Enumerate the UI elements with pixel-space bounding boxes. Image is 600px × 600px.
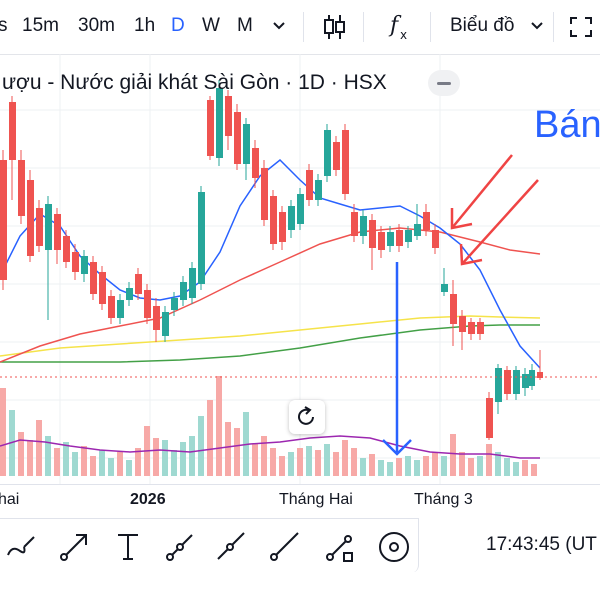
interval-w[interactable]: W bbox=[202, 15, 220, 36]
time-label: hai bbox=[0, 491, 20, 508]
time-label: Tháng Hai bbox=[279, 491, 353, 508]
target-icon[interactable] bbox=[376, 529, 412, 565]
volume-bars bbox=[0, 376, 537, 476]
time-label-year: 2026 bbox=[130, 491, 166, 508]
price-chart[interactable] bbox=[0, 54, 600, 484]
volume-ma-line bbox=[0, 435, 540, 459]
reset-icon bbox=[298, 406, 314, 425]
blue-down-arrow bbox=[382, 262, 412, 456]
interval-15m[interactable]: 15m bbox=[22, 15, 59, 36]
drawing-toolbar bbox=[0, 518, 419, 573]
chevron-down-icon[interactable] bbox=[271, 18, 287, 39]
chevron-down-icon[interactable] bbox=[529, 18, 545, 39]
expand-icon[interactable] bbox=[569, 16, 593, 43]
bottom-bar bbox=[0, 572, 600, 600]
clock-time[interactable]: 17:43:45 (UT bbox=[486, 534, 597, 555]
symbol-title[interactable]: ượu - Nước giải khát Sài Gòn · 1D · HSX bbox=[2, 71, 387, 94]
annotation-text[interactable]: Bán bbox=[534, 104, 600, 146]
chart-type-label[interactable]: Biểu đồ bbox=[450, 15, 515, 36]
ray-icon[interactable] bbox=[214, 529, 250, 565]
arrow-icon[interactable] bbox=[56, 529, 92, 565]
interval-partial[interactable]: s bbox=[0, 15, 8, 36]
trend-line-icon[interactable] bbox=[162, 529, 198, 565]
reset-chart-button[interactable] bbox=[289, 400, 325, 434]
brush-icon[interactable] bbox=[4, 529, 40, 565]
collapse-legend-button[interactable] bbox=[428, 70, 460, 96]
interval-1h[interactable]: 1h bbox=[134, 15, 156, 36]
line-icon[interactable] bbox=[268, 529, 304, 565]
candles bbox=[0, 80, 543, 440]
time-axis[interactable]: hai 2026 Tháng Hai Tháng 3 bbox=[0, 484, 600, 515]
candles-icon[interactable] bbox=[322, 13, 346, 46]
interval-d[interactable]: D bbox=[171, 15, 185, 36]
interval-m[interactable]: M bbox=[237, 15, 253, 36]
interval-30m[interactable]: 30m bbox=[78, 15, 115, 36]
path-icon[interactable] bbox=[322, 529, 358, 565]
svg-text:x: x bbox=[400, 28, 407, 42]
text-icon[interactable] bbox=[112, 529, 148, 565]
time-label: Tháng 3 bbox=[414, 491, 473, 508]
sell-arrows bbox=[450, 154, 539, 266]
ma100-line bbox=[0, 315, 541, 357]
ma50-line bbox=[0, 227, 541, 363]
